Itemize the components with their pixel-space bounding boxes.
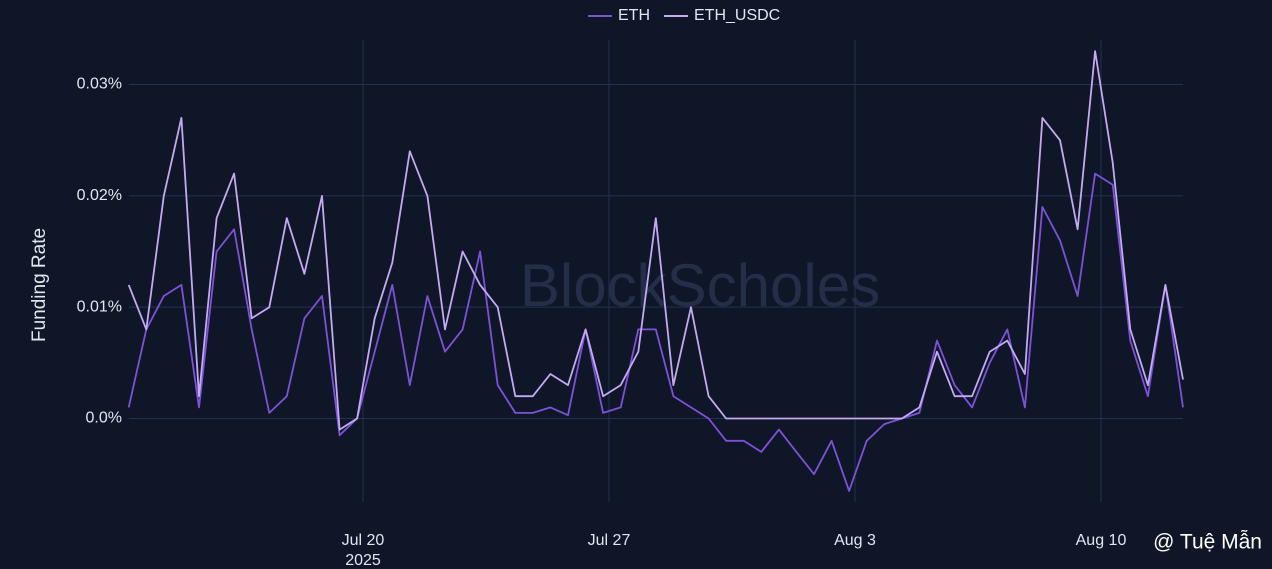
y-tick-label: 0.02% (77, 187, 122, 204)
series-line (127, 50, 1184, 431)
x-tick-label: Jul 20 (342, 532, 385, 549)
y-tick-label: 0.0% (86, 410, 122, 427)
credit: @ Tuệ Mẫn (1153, 531, 1262, 554)
x-year-label: 2025 (345, 552, 381, 569)
x-tick-label: Jul 27 (588, 532, 631, 549)
series-line (127, 172, 1184, 492)
y-tick-label: 0.01% (77, 298, 122, 315)
y-axis-label: Funding Rate (29, 228, 50, 342)
y-tick-label: 0.03% (77, 76, 122, 93)
watermark: BlockScholes (520, 252, 880, 319)
x-tick-label: Aug 10 (1076, 532, 1127, 549)
legend-label: ETH (618, 7, 650, 24)
x-tick-label: Aug 3 (834, 532, 876, 549)
legend-label: ETH_USDC (694, 7, 780, 24)
